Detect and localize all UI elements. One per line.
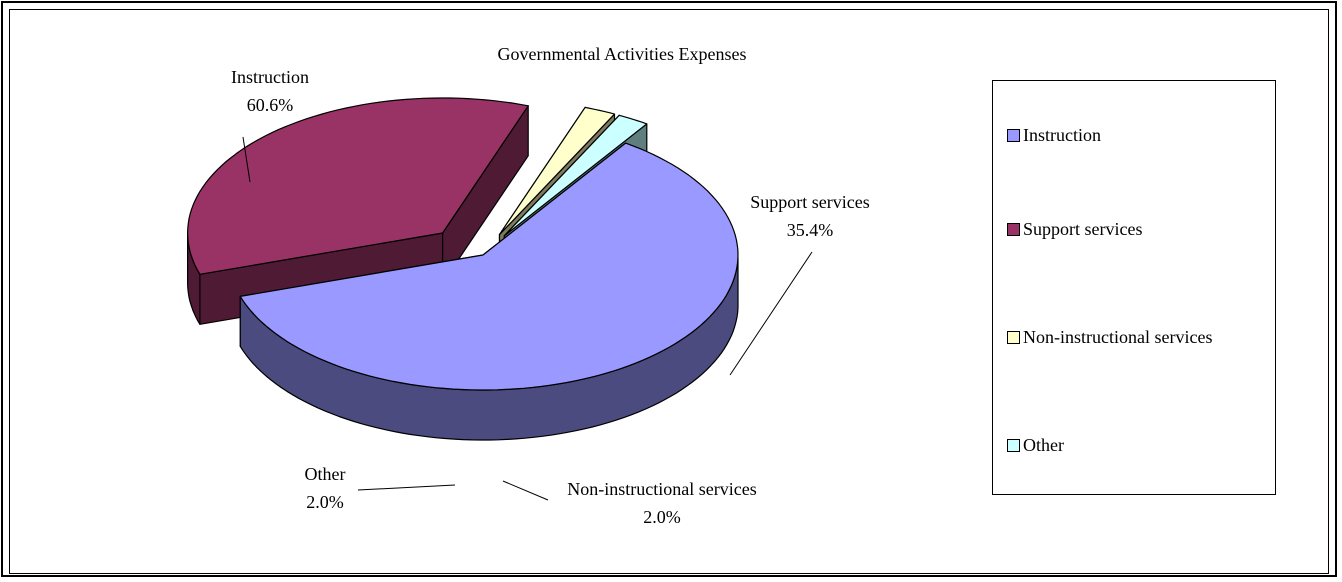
data-label-name-non-instructional-services: Non-instructional services: [567, 479, 756, 499]
legend-swatch-other: [1007, 439, 1020, 452]
legend-label-instruction: Instruction: [1023, 125, 1101, 145]
slice-top-instruction: [239, 142, 739, 391]
slice-top-non-instructional-services: [498, 106, 616, 236]
legend-item-support-services: Support services: [1007, 219, 1142, 240]
leader-line-other: [357, 484, 456, 491]
slice-instruction: [239, 142, 739, 441]
slice-top-other: [503, 114, 648, 237]
chart-area-border: [9, 9, 1329, 574]
chart-legend: Instruction Support services Non-instruc…: [992, 80, 1276, 495]
legend-swatch-instruction: [1007, 129, 1020, 142]
legend-item-instruction: Instruction: [1007, 125, 1101, 146]
legend-swatch-support-services: [1007, 223, 1020, 236]
data-label-name-support-services: Support services: [750, 192, 869, 212]
legend-item-other: Other: [1007, 435, 1064, 456]
leader-line-instruction: [242, 136, 251, 183]
legend-label-other: Other: [1023, 435, 1064, 455]
legend-swatch-non-instructional-services: [1007, 331, 1020, 344]
leader-line-support-services: [729, 251, 813, 376]
slice-top-support-services: [187, 97, 529, 275]
leader-line-non-instructional-services: [502, 480, 549, 501]
data-label-value-instruction: 60.6%: [247, 95, 294, 115]
data-label-name-other: Other: [305, 464, 346, 484]
legend-label-non-instructional-services: Non-instructional services: [1023, 327, 1213, 347]
data-label-value-support-services: 35.4%: [787, 220, 834, 240]
data-label-value-other: 2.0%: [306, 492, 344, 512]
data-label-name-instruction: Instruction: [231, 67, 309, 87]
legend-item-non-instructional-services: Non-instructional services: [1007, 327, 1212, 348]
chart-title: Governmental Activities Expenses: [498, 44, 747, 64]
legend-label-support-services: Support services: [1023, 219, 1143, 239]
data-label-value-non-instructional-services: 2.0%: [643, 507, 681, 527]
